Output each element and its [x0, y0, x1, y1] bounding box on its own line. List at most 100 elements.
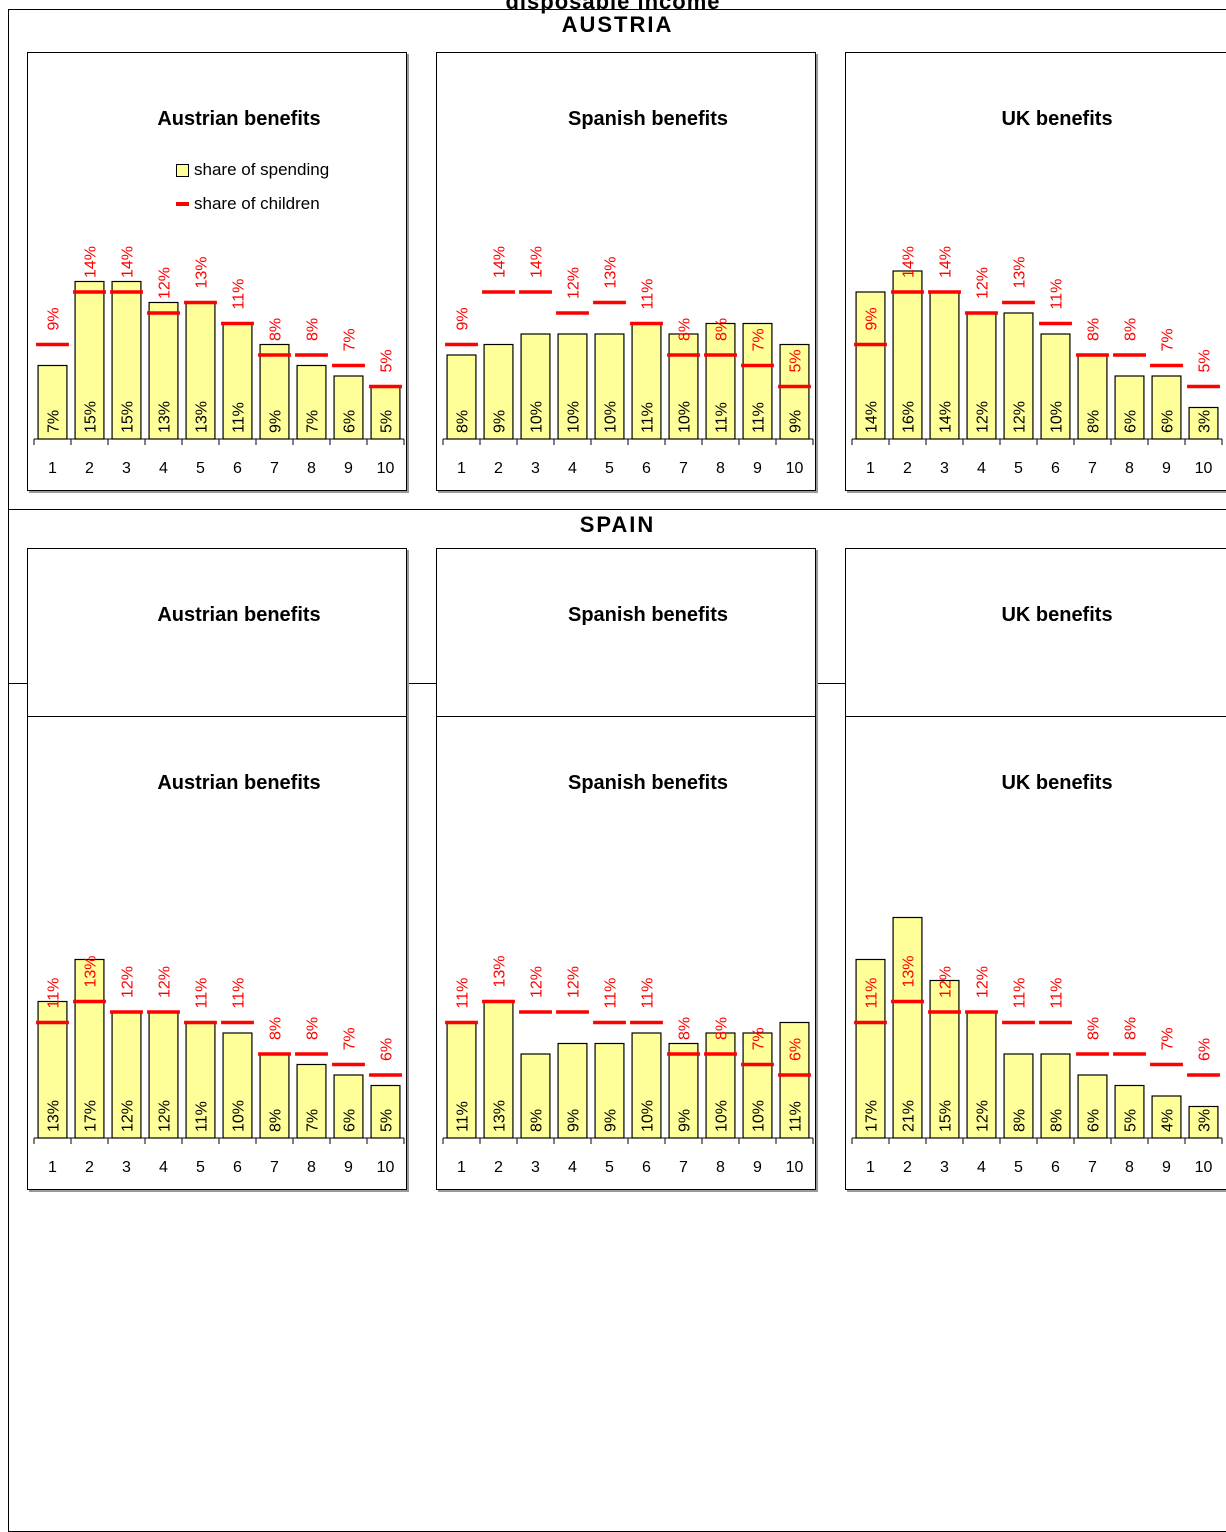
x-tick-label: 9 [344, 460, 353, 477]
spending-label: 6% [1086, 1109, 1103, 1132]
spending-label: 10% [529, 401, 546, 433]
children-label: 6% [788, 1038, 805, 1061]
spending-bar [185, 1021, 216, 1139]
children-label: 13% [194, 256, 211, 288]
x-tick-label: 7 [679, 460, 688, 477]
bar-chart: Spanish benefits 8% 9% 1 9% 14% 2 10% 14% 3 10% 12%… [442, 108, 814, 477]
spending-bar [557, 1042, 588, 1139]
x-tick-label: 9 [1162, 460, 1171, 477]
children-label: 14% [938, 246, 955, 278]
spending-label: 10% [566, 401, 583, 433]
x-tick-label: 4 [159, 1159, 168, 1176]
legend-item-spending: share of spending [176, 153, 329, 187]
spending-label: 8% [455, 410, 472, 433]
spending-label: 10% [640, 1100, 657, 1132]
children-label: 8% [268, 1017, 285, 1040]
page-title: disposable income [505, 0, 721, 14]
x-tick-label: 6 [642, 460, 651, 477]
spending-label: 12% [975, 401, 992, 433]
children-label: 8% [677, 318, 694, 341]
x-tick-label: 1 [866, 460, 875, 477]
chart-title: Austrian benefits [157, 604, 320, 626]
spending-label: 9% [566, 1109, 583, 1132]
x-tick-label: 10 [1195, 1159, 1213, 1176]
x-tick-label: 5 [196, 1159, 205, 1176]
children-label: 12% [975, 267, 992, 299]
children-label: 7% [751, 328, 768, 351]
spending-label: 10% [231, 1100, 248, 1132]
children-label: 14% [901, 246, 918, 278]
spending-bar [148, 301, 179, 440]
spending-label: 12% [157, 1100, 174, 1132]
x-tick-label: 3 [531, 1159, 540, 1176]
x-tick-label: 1 [48, 1159, 57, 1176]
children-label: 8% [1123, 318, 1140, 341]
spending-bar [631, 322, 662, 440]
x-tick-label: 9 [344, 1159, 353, 1176]
spending-bar [370, 1084, 401, 1139]
bar-chart: UK benefits 17% 11% 1 21% 13% 2 15% 12% 3 12% 12% 4 8… [851, 772, 1223, 1176]
spending-bar [742, 1032, 773, 1139]
spending-label: 14% [864, 401, 881, 433]
children-label: 7% [342, 328, 359, 351]
children-label: 6% [379, 1038, 396, 1061]
children-label: 11% [231, 279, 248, 310]
x-tick-label: 1 [866, 1159, 875, 1176]
x-tick-label: 10 [786, 1159, 804, 1176]
spending-label: 7% [305, 1109, 322, 1132]
spending-bar [631, 1032, 662, 1139]
spending-bar [222, 1032, 253, 1139]
spending-bar [892, 270, 923, 440]
children-label: 12% [157, 267, 174, 299]
spending-label: 6% [342, 410, 359, 433]
spending-bar [668, 1042, 699, 1139]
children-label: 8% [305, 1017, 322, 1040]
children-label: 8% [1086, 318, 1103, 341]
spending-bar [1114, 375, 1145, 440]
spending-bar [74, 280, 105, 440]
children-label: 7% [1160, 328, 1177, 351]
x-tick-label: 5 [605, 460, 614, 477]
spending-label: 5% [379, 410, 396, 433]
children-label: 8% [305, 318, 322, 341]
legend-swatch-spending [176, 163, 189, 177]
spending-bar [520, 1053, 551, 1139]
spending-bar [594, 333, 625, 440]
spending-bar [1003, 1053, 1034, 1139]
spending-label: 12% [975, 1100, 992, 1132]
x-tick-label: 6 [642, 1159, 651, 1176]
spending-bar [855, 958, 886, 1139]
spending-label: 5% [379, 1109, 396, 1132]
spending-bar [668, 333, 699, 440]
children-label: 6% [1197, 1038, 1214, 1061]
chart-title: UK benefits [1001, 772, 1112, 794]
spending-bar [929, 291, 960, 440]
spending-label: 12% [120, 1100, 137, 1132]
children-label: 8% [1123, 1017, 1140, 1040]
spending-bar [779, 1021, 810, 1139]
children-label: 11% [455, 978, 472, 1009]
spending-bar [1040, 1053, 1071, 1139]
x-tick-label: 8 [1125, 1159, 1134, 1176]
x-tick-label: 7 [1088, 460, 1097, 477]
children-label: 12% [157, 966, 174, 998]
spending-bar [966, 1011, 997, 1139]
spending-bar [296, 1063, 327, 1139]
x-tick-label: 4 [977, 1159, 986, 1176]
chart-title: Spanish benefits [568, 108, 728, 130]
spending-label: 4% [1160, 1109, 1177, 1132]
x-tick-label: 3 [940, 460, 949, 477]
spending-label: 8% [268, 1109, 285, 1132]
x-tick-label: 9 [1162, 1159, 1171, 1176]
spending-label: 10% [677, 401, 694, 433]
x-tick-label: 5 [196, 460, 205, 477]
spending-label: 13% [194, 401, 211, 433]
spending-bar [1151, 1095, 1182, 1139]
spending-label: 9% [603, 1109, 620, 1132]
spending-bar [1188, 1105, 1219, 1139]
children-label: 5% [379, 349, 396, 372]
spending-label: 11% [231, 402, 248, 433]
spending-bar [779, 343, 810, 440]
children-label: 11% [1012, 978, 1029, 1009]
x-tick-label: 7 [679, 1159, 688, 1176]
